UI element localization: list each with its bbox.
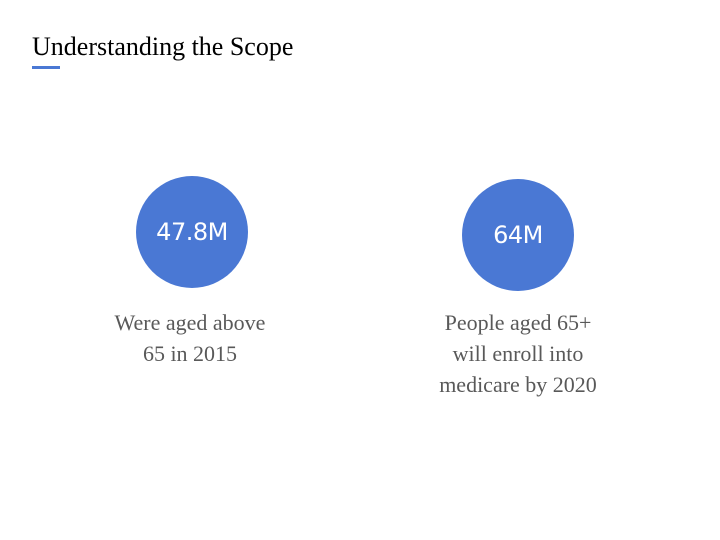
stat-caption-1: Were aged above 65 in 2015 bbox=[114, 310, 266, 366]
slide-title: Understanding the Scope bbox=[32, 32, 294, 61]
stat-circle-1: 47.8M bbox=[136, 176, 248, 288]
title-accent-underline bbox=[32, 66, 60, 69]
stat-caption-2: People aged 65+ will enroll into medicar… bbox=[439, 310, 597, 397]
stat-circle-2: 64M bbox=[462, 179, 574, 291]
stat-value-2: 64M bbox=[493, 221, 543, 249]
stat-value-1: 47.8M bbox=[156, 218, 228, 246]
